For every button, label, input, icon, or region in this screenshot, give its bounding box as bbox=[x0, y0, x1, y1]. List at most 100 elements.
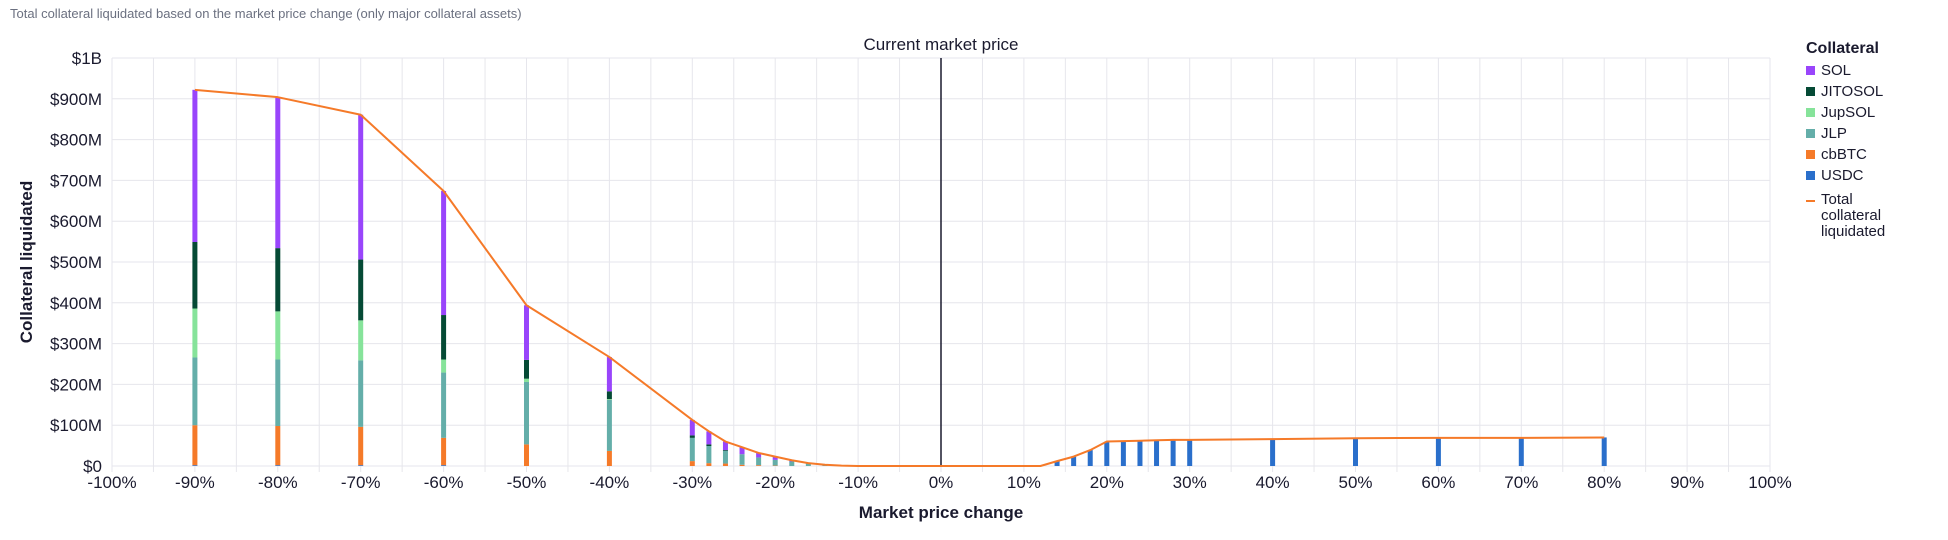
x-tick-label: 20% bbox=[1090, 473, 1124, 492]
y-tick-label: $300M bbox=[50, 335, 102, 354]
bar-usdc[interactable] bbox=[1154, 440, 1160, 466]
bar-jlp[interactable] bbox=[722, 450, 728, 464]
x-tick-label: -60% bbox=[424, 473, 464, 492]
bar-cbbtc[interactable] bbox=[689, 461, 695, 466]
legend-label: SOL bbox=[1821, 62, 1852, 79]
x-tick-label: -50% bbox=[507, 473, 547, 492]
bar-cbbtc[interactable] bbox=[275, 426, 281, 466]
bar-sol[interactable] bbox=[192, 89, 198, 243]
y-axis-ticks: $0 $100M $200M $300M $400M $500M $600M $700M $80… bbox=[50, 49, 102, 476]
bar-sol[interactable] bbox=[689, 419, 695, 436]
bar-sol[interactable] bbox=[441, 191, 447, 316]
bar-jlp[interactable] bbox=[689, 437, 695, 462]
bar-usdc[interactable] bbox=[1353, 438, 1358, 466]
color-swatch-icon bbox=[1806, 171, 1815, 180]
bar-jlp[interactable] bbox=[756, 457, 762, 466]
x-tick-label: -20% bbox=[755, 473, 795, 492]
bar-jitosol[interactable] bbox=[524, 359, 529, 379]
legend-item-jupsol[interactable]: JupSOL bbox=[1806, 104, 1906, 125]
bar-sol[interactable] bbox=[358, 114, 364, 260]
bar-usdc[interactable] bbox=[1170, 439, 1176, 466]
bar-usdc[interactable] bbox=[1104, 441, 1110, 466]
bar-jlp[interactable] bbox=[805, 463, 811, 466]
color-swatch-icon bbox=[1806, 66, 1815, 75]
x-tick-label: 50% bbox=[1338, 473, 1372, 492]
legend-item-cbbtc[interactable]: cbBTC bbox=[1806, 146, 1906, 167]
bar-jlp[interactable] bbox=[524, 381, 529, 445]
bar-sol[interactable] bbox=[739, 447, 745, 455]
bar-sol[interactable] bbox=[524, 305, 529, 360]
x-tick-label: -80% bbox=[258, 473, 298, 492]
bar-usdc[interactable] bbox=[1435, 437, 1441, 466]
legend-item-usdc[interactable]: USDC bbox=[1806, 167, 1906, 188]
bar-jupsol[interactable] bbox=[358, 320, 364, 361]
bar-jlp[interactable] bbox=[706, 446, 712, 464]
bar-jupsol[interactable] bbox=[606, 399, 612, 400]
bar-usdc[interactable] bbox=[1270, 439, 1276, 466]
bar-jlp[interactable] bbox=[772, 459, 778, 466]
bar-jupsol[interactable] bbox=[441, 359, 447, 373]
bar-usdc[interactable] bbox=[441, 465, 447, 466]
bar-jlp[interactable] bbox=[789, 461, 795, 466]
bar-cbbtc[interactable] bbox=[722, 463, 728, 466]
bar-jitosol[interactable] bbox=[358, 259, 364, 321]
bar-sol[interactable] bbox=[756, 452, 762, 458]
bar-jlp[interactable] bbox=[606, 399, 612, 451]
bar-sol[interactable] bbox=[722, 441, 728, 451]
bar-jupsol[interactable] bbox=[192, 308, 198, 358]
bar-jitosol[interactable] bbox=[689, 435, 695, 438]
bar-sol[interactable] bbox=[606, 357, 612, 392]
bar-cbbtc[interactable] bbox=[606, 450, 612, 466]
bar-sol[interactable] bbox=[772, 456, 778, 460]
legend-item-jitosol[interactable]: JITOSOL bbox=[1806, 83, 1906, 104]
bar-usdc[interactable] bbox=[275, 465, 281, 466]
bar-usdc[interactable] bbox=[1187, 439, 1193, 466]
legend-label: USDC bbox=[1821, 167, 1864, 184]
current-price-label: Current market price bbox=[864, 35, 1019, 54]
bar-usdc[interactable] bbox=[192, 465, 198, 466]
bar-jupsol[interactable] bbox=[275, 311, 281, 360]
bar-usdc[interactable] bbox=[1518, 437, 1524, 466]
bar-cbbtc[interactable] bbox=[358, 426, 364, 466]
bar-jlp[interactable] bbox=[441, 372, 447, 438]
color-swatch-icon bbox=[1806, 129, 1815, 138]
bar-usdc[interactable] bbox=[1054, 461, 1060, 466]
bar-usdc[interactable] bbox=[358, 465, 364, 466]
legend-label: Total collateral liquidated bbox=[1821, 191, 1886, 240]
bar-cbbtc[interactable] bbox=[524, 444, 529, 466]
bar-cbbtc[interactable] bbox=[441, 437, 447, 466]
bar-jitosol[interactable] bbox=[706, 444, 712, 447]
line-swatch-icon bbox=[1806, 200, 1815, 202]
bar-jitosol[interactable] bbox=[441, 315, 447, 360]
color-swatch-icon bbox=[1806, 108, 1815, 117]
legend-label: JITOSOL bbox=[1821, 83, 1884, 100]
legend-item-total[interactable]: Total collateral liquidated bbox=[1806, 192, 1906, 240]
bar-jitosol[interactable] bbox=[722, 450, 728, 451]
bar-jitosol[interactable] bbox=[606, 391, 612, 400]
bar-usdc[interactable] bbox=[1601, 437, 1607, 466]
bar-cbbtc[interactable] bbox=[756, 465, 762, 466]
bar-sol[interactable] bbox=[706, 431, 712, 445]
bar-jlp[interactable] bbox=[275, 359, 281, 427]
bar-usdc[interactable] bbox=[1137, 440, 1143, 466]
x-tick-label: -100% bbox=[87, 473, 136, 492]
bar-sol[interactable] bbox=[275, 97, 281, 249]
bar-jlp[interactable] bbox=[192, 357, 198, 426]
legend-item-sol[interactable]: SOL bbox=[1806, 62, 1906, 83]
bar-usdc[interactable] bbox=[1120, 441, 1126, 466]
bar-jitosol[interactable] bbox=[275, 248, 281, 312]
bar-usdc[interactable] bbox=[1071, 456, 1077, 466]
bar-cbbtc[interactable] bbox=[192, 425, 198, 466]
bar-jupsol[interactable] bbox=[524, 378, 529, 382]
legend-item-jlp[interactable]: JLP bbox=[1806, 125, 1906, 146]
bar-jlp[interactable] bbox=[358, 360, 364, 427]
x-axis-ticks: -100% -90% -80% -70% -60% -50% -40% -30% -20% -10… bbox=[87, 473, 1791, 492]
bar-cbbtc[interactable] bbox=[706, 463, 712, 466]
x-tick-label: -70% bbox=[341, 473, 381, 492]
bar-cbbtc[interactable] bbox=[739, 464, 745, 466]
x-tick-label: 30% bbox=[1173, 473, 1207, 492]
bar-usdc[interactable] bbox=[1087, 450, 1093, 466]
x-tick-label: 90% bbox=[1670, 473, 1704, 492]
bar-jitosol[interactable] bbox=[192, 242, 198, 309]
bar-jlp[interactable] bbox=[739, 454, 745, 465]
